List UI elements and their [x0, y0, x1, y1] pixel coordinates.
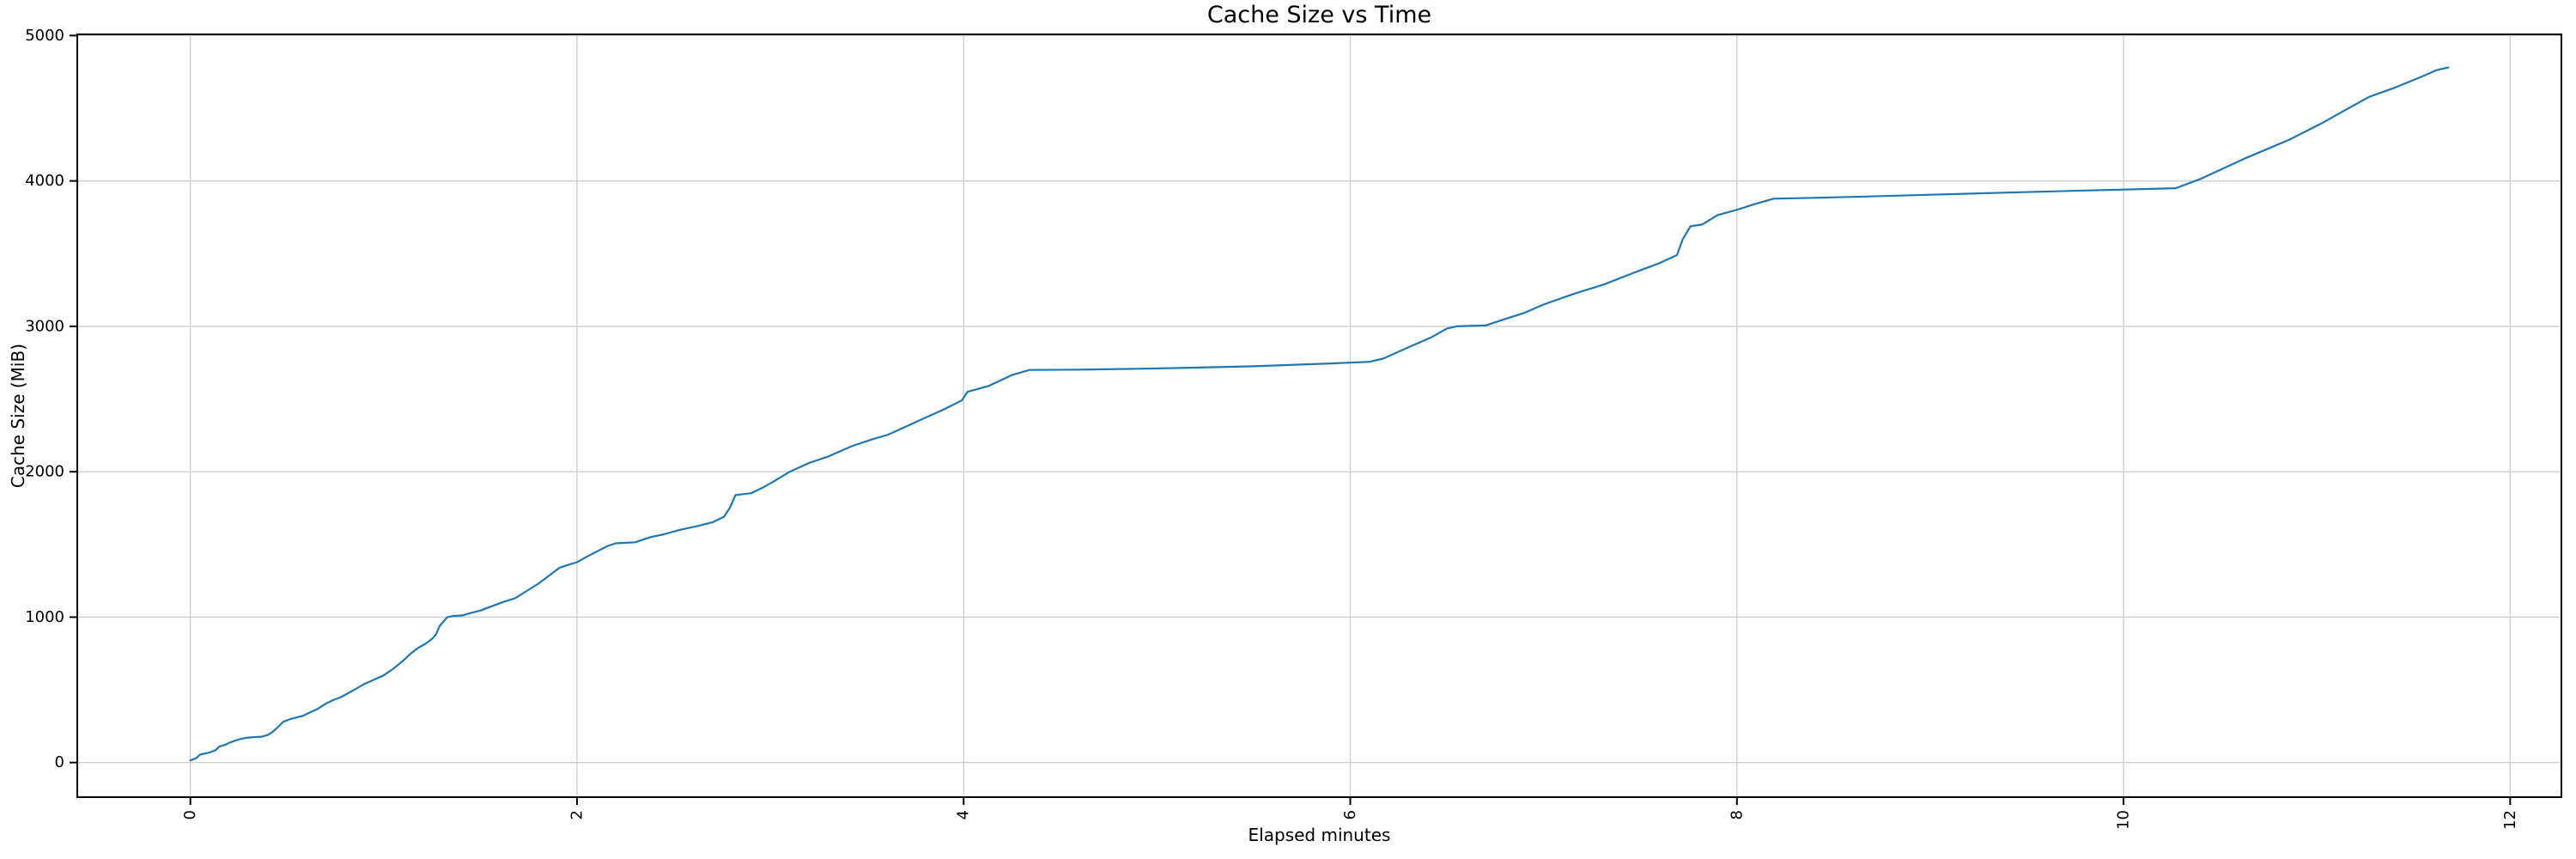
x-tick-labels: 0 2 4 6 8 10 12 [181, 810, 2519, 830]
y-tick-labels: 0 1000 2000 3000 4000 5000 [25, 27, 64, 771]
tick-marks [70, 34, 2512, 805]
y-tick-label: 5000 [25, 27, 64, 45]
chart-title: Cache Size vs Time [1206, 2, 1432, 28]
x-tick-label: 0 [181, 810, 199, 819]
y-tick-label: 3000 [25, 317, 64, 335]
y-tick-label: 0 [55, 753, 64, 771]
y-tick-label: 2000 [25, 463, 64, 481]
cache-size-line [189, 66, 2450, 762]
y-axis-label-wrap: Cache Size (MiB) [0, 34, 36, 797]
y-tick-label: 4000 [25, 172, 64, 190]
x-tick-label: 8 [1728, 810, 1746, 819]
y-tick-label: 1000 [25, 608, 64, 626]
x-axis-label: Elapsed minutes [1248, 825, 1391, 845]
x-tick-label: 10 [2115, 810, 2133, 830]
plot-border [76, 34, 2562, 798]
x-tick-label: 2 [568, 810, 586, 819]
x-tick-label: 4 [955, 810, 973, 819]
y-axis-label: Cache Size (MiB) [8, 343, 28, 489]
x-tick-label: 12 [2501, 810, 2519, 830]
x-tick-label: 6 [1341, 810, 1359, 819]
gridlines [77, 34, 2561, 797]
